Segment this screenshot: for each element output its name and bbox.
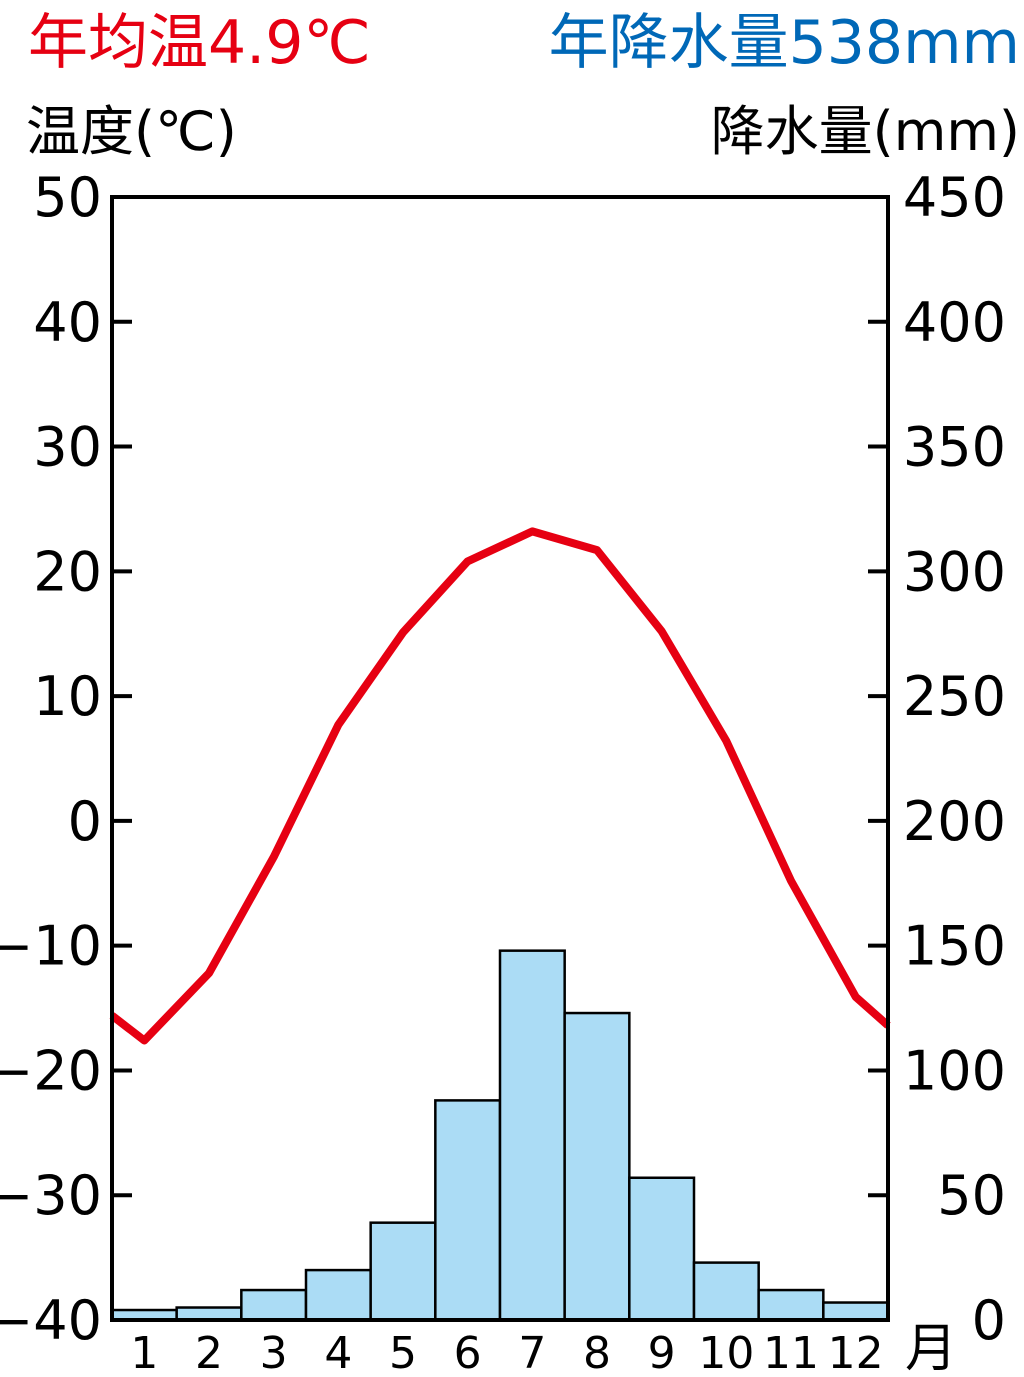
left-tick-label: 50 — [33, 166, 102, 229]
precipitation-bar-10 — [692, 1261, 760, 1322]
precipitation-bar-12 — [822, 1301, 890, 1322]
precipitation-bar-9 — [628, 1176, 696, 1322]
left-tick-label: 20 — [33, 540, 102, 603]
left-tick-label: 10 — [33, 665, 102, 728]
right-tick-label: 250 — [903, 665, 1006, 728]
precipitation-bars — [110, 949, 890, 1322]
precipitation-bar-11 — [757, 1288, 825, 1322]
right-tick-label: 400 — [903, 291, 1006, 354]
left-tick-label: −10 — [0, 915, 102, 978]
chart-title-temperature: 年均温4.9℃ — [28, 8, 371, 78]
right-tick-label: 0 — [972, 1289, 1006, 1352]
x-tick-label: 3 — [260, 1328, 288, 1377]
x-tick-label: 10 — [698, 1328, 754, 1377]
x-tick-label: 4 — [324, 1328, 352, 1377]
precipitation-bar-5 — [369, 1221, 437, 1322]
precipitation-bar-4 — [304, 1268, 372, 1322]
right-tick-label: 450 — [903, 166, 1006, 229]
x-tick-label: 11 — [763, 1328, 819, 1377]
x-axis-label: 月 — [905, 1319, 957, 1377]
right-tick-label: 50 — [937, 1164, 1006, 1227]
chart-title-precipitation: 年降水量538mm — [549, 8, 1020, 78]
x-tick-label: 12 — [828, 1328, 884, 1377]
x-tick-label: 7 — [518, 1328, 546, 1377]
precipitation-bar-7 — [498, 949, 566, 1322]
x-tick-label: 5 — [389, 1328, 417, 1377]
precipitation-bar-3 — [240, 1288, 308, 1322]
right-tick-label: 350 — [903, 416, 1006, 479]
axis-ticks: 1 2 3 4 5 6 7 8 9 10 11 1250403020100−10−20−30−4045… — [0, 166, 1006, 1377]
y-axis-right-label: 降水量(mm) — [711, 100, 1020, 163]
y-axis-left-label: 温度(℃) — [26, 100, 237, 163]
left-tick-label: −40 — [0, 1289, 102, 1352]
x-tick-label: 8 — [583, 1328, 611, 1377]
right-tick-label: 150 — [903, 915, 1006, 978]
left-tick-label: 40 — [33, 291, 102, 354]
left-tick-label: 30 — [33, 416, 102, 479]
precipitation-bar-8 — [563, 1011, 631, 1322]
left-tick-label: −20 — [0, 1039, 102, 1102]
right-tick-label: 200 — [903, 790, 1006, 853]
left-tick-label: −30 — [0, 1164, 102, 1227]
right-tick-label: 100 — [903, 1039, 1006, 1102]
plot-frame — [110, 195, 890, 1322]
x-tick-label: 6 — [454, 1328, 482, 1377]
x-tick-label: 1 — [130, 1328, 158, 1377]
x-tick-label: 9 — [648, 1328, 676, 1377]
left-tick-label: 0 — [68, 790, 102, 853]
x-tick-label: 2 — [195, 1328, 223, 1377]
precipitation-bar-6 — [434, 1099, 502, 1322]
right-tick-label: 300 — [903, 540, 1006, 603]
temperature-line — [109, 527, 891, 1045]
